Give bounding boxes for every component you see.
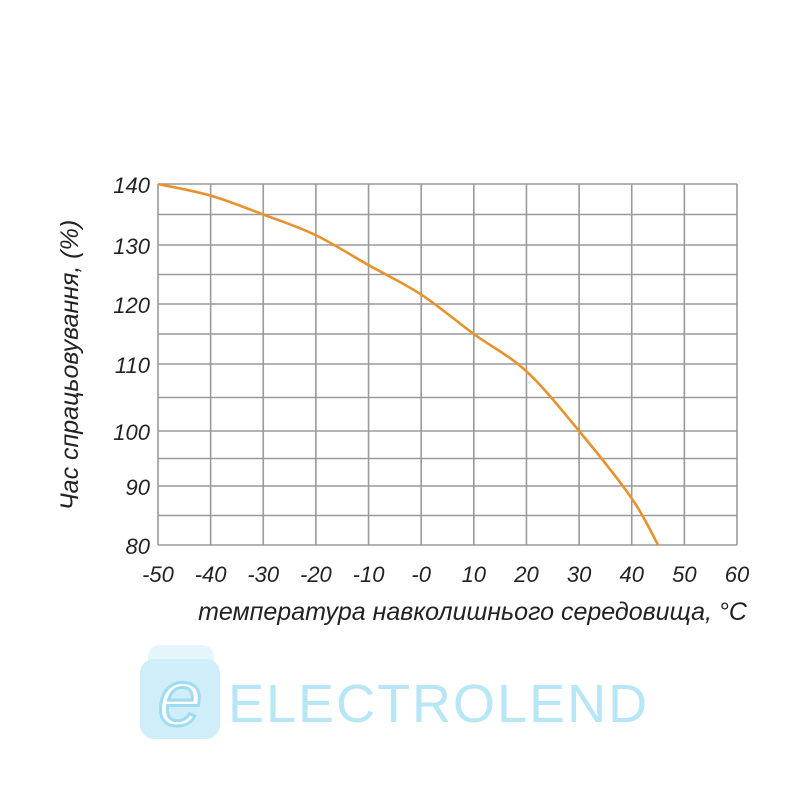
x-axis-label: температура навколишнього середовища, °C (198, 598, 748, 626)
y-tick-label: 100 (113, 420, 150, 445)
x-tick-label: -20 (300, 562, 333, 587)
y-tick-label: 110 (115, 353, 151, 378)
x-tick-label: -10 (353, 562, 386, 587)
chart: 140 130 120 110 100 90 80 -50 -40 -30 -20 -10 -0 10 20… (56, 173, 750, 626)
x-tick-label: 40 (619, 562, 644, 587)
y-tick-label: 120 (113, 293, 150, 318)
electrolend-logo: e ELECTROLEND (140, 645, 649, 744)
y-tick-label: 140 (113, 173, 150, 198)
y-tick-label: 130 (113, 234, 150, 259)
series-line (157, 182, 660, 546)
x-tick-label: 10 (462, 562, 487, 587)
y-tick-label: 90 (126, 475, 151, 500)
y-tick-label: 80 (126, 534, 151, 559)
x-tick-label: -30 (247, 562, 280, 587)
x-tick-label: 60 (725, 562, 750, 587)
x-tick-label: 50 (672, 562, 697, 587)
x-tick-label: -0 (411, 562, 431, 587)
y-axis-label: Час спрацьовування, (%) (56, 220, 84, 510)
logo-mark: e (158, 653, 203, 742)
x-tick-label: 30 (567, 562, 592, 587)
x-tick-label: -40 (195, 562, 228, 587)
x-tick-label: 20 (513, 562, 539, 587)
x-tick-label: -50 (142, 562, 175, 587)
logo-text: ELECTROLEND (228, 674, 649, 734)
